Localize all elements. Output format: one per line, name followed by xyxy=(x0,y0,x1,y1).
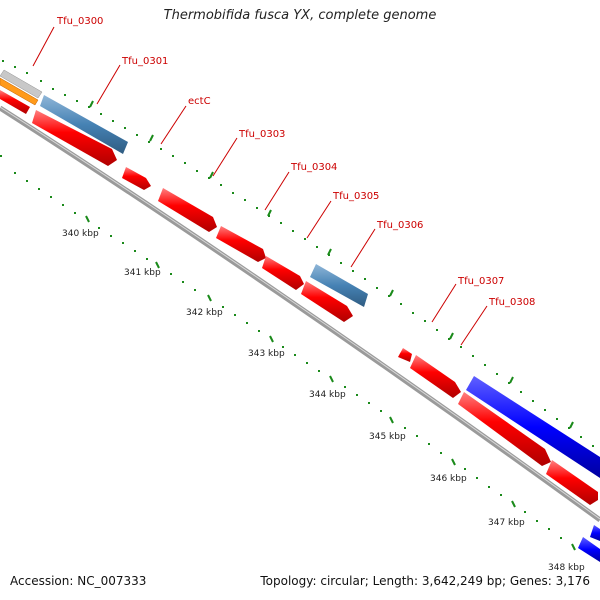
inner-major-ticks xyxy=(85,215,576,551)
gene-red-tfu0308[interactable] xyxy=(458,392,551,466)
gene-features xyxy=(0,69,600,562)
gene-red-tfu0303[interactable] xyxy=(158,188,217,232)
gene-darkblue-3[interactable] xyxy=(578,537,600,562)
gene-orange[interactable] xyxy=(0,77,39,106)
ruler-label: 343 kbp xyxy=(248,349,285,359)
gene-red-1[interactable] xyxy=(32,110,117,166)
ruler-labels: 340 kbp 341 kbp 342 kbp 343 kbp 344 kbp … xyxy=(62,229,585,573)
ruler-label: 341 kbp xyxy=(124,268,161,278)
gene-red-tfu0304[interactable] xyxy=(216,226,266,262)
gene-red-tfu0305a[interactable] xyxy=(262,256,304,290)
gene-red-left[interactable] xyxy=(0,90,30,114)
backbone-highlight xyxy=(0,106,600,520)
summary-text: Topology: circular; Length: 3,642,249 bp… xyxy=(260,574,590,588)
gene-label-ectc[interactable]: ectC xyxy=(188,96,211,107)
ruler-label: 347 kbp xyxy=(488,518,525,528)
ruler-label: 340 kbp xyxy=(62,229,99,239)
gene-red-ectc[interactable] xyxy=(122,167,151,190)
ruler-label: 348 kbp xyxy=(548,563,585,573)
map-title: Thermobifida fusca YX, complete genome xyxy=(163,8,437,23)
gene-label-tfu0303[interactable]: Tfu_0303 xyxy=(238,129,285,140)
gene-red-small[interactable] xyxy=(398,348,412,362)
ruler-label: 346 kbp xyxy=(430,474,467,484)
gene-label-tfu0301[interactable]: Tfu_0301 xyxy=(121,56,168,67)
gene-label-tfu0304[interactable]: Tfu_0304 xyxy=(290,162,337,173)
gene-gray[interactable] xyxy=(0,69,43,99)
backbone-line xyxy=(0,105,600,523)
gene-blue-tfu0301[interactable] xyxy=(40,95,128,154)
gene-label-tfu0307[interactable]: Tfu_0307 xyxy=(457,276,504,287)
gene-red-tfu0305b[interactable] xyxy=(301,281,353,322)
gene-darkblue-2[interactable] xyxy=(590,525,600,541)
accession-text: Accession: NC_007333 xyxy=(10,574,147,588)
gene-label-tfu0308[interactable]: Tfu_0308 xyxy=(488,297,535,308)
gene-red-tail[interactable] xyxy=(546,460,598,505)
backbone xyxy=(0,105,600,523)
gene-darkblue-1[interactable] xyxy=(466,376,600,478)
gene-label-tfu0305[interactable]: Tfu_0305 xyxy=(332,191,379,202)
ruler-label: 345 kbp xyxy=(369,432,406,442)
gene-red-tfu0307[interactable] xyxy=(410,355,461,398)
gene-labels: Tfu_0300 Tfu_0301 ectC Tfu_0303 Tfu_0304… xyxy=(56,16,535,308)
ruler-label: 342 kbp xyxy=(186,308,223,318)
outer-major-ticks xyxy=(89,100,574,429)
inner-ticks xyxy=(0,155,562,539)
gene-label-tfu0300[interactable]: Tfu_0300 xyxy=(56,16,103,27)
callout-lines xyxy=(32,26,488,346)
ruler-label: 344 kbp xyxy=(309,390,346,400)
outer-ticks xyxy=(2,60,594,447)
gene-blue-tfu0306[interactable] xyxy=(310,264,368,307)
gene-label-tfu0306[interactable]: Tfu_0306 xyxy=(376,220,423,231)
